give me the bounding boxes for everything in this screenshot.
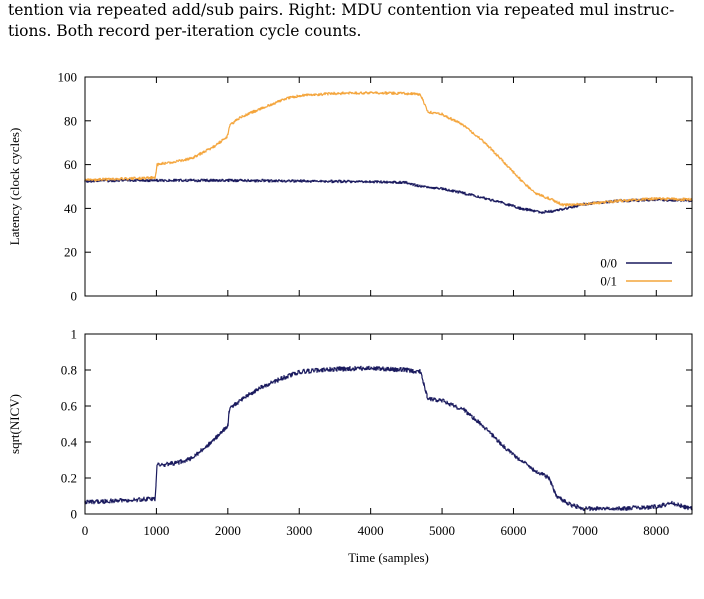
figure-caption: tention via repeated add/sub pairs. Righ…: [8, 0, 698, 42]
series-line-bottom-0: [84, 365, 693, 512]
x-axis-label: Time (samples): [348, 550, 429, 565]
legend-label: 0/1: [600, 274, 617, 289]
y-tick-label: 0.2: [61, 471, 77, 486]
y-tick-label: 80: [64, 113, 77, 128]
plot-frame-bottom: [84, 333, 693, 515]
caption-line-2: tions. Both record per-iteration cycle c…: [8, 22, 362, 40]
x-tick-label: 2000: [215, 523, 241, 538]
y-tick-label: 100: [58, 70, 78, 85]
y-tick-label: 0.6: [61, 399, 78, 414]
x-tick-label: 8000: [643, 523, 669, 538]
x-tick-label: 0: [82, 523, 89, 538]
y-tick-label: 20: [64, 245, 77, 260]
legend-label: 0/0: [600, 256, 617, 271]
x-tick-label: 3000: [286, 523, 312, 538]
y-tick-label: 60: [64, 157, 77, 172]
plot-frame-top: [84, 76, 693, 297]
y-tick-label: 0.8: [61, 363, 77, 378]
y-tick-label: 1: [71, 327, 78, 342]
y-axis-label: Latency (clock cycles): [7, 128, 22, 246]
x-tick-label: 1000: [143, 523, 169, 538]
x-tick-label: 4000: [358, 523, 384, 538]
y-tick-label: 0: [71, 507, 78, 522]
series-line-top-0: [84, 178, 693, 215]
x-tick-label: 6000: [500, 523, 526, 538]
y-tick-label: 0: [71, 289, 78, 304]
y-axis-label: sqrt(NICV): [7, 394, 22, 454]
y-tick-label: 40: [64, 201, 77, 216]
series-line-top-1: [84, 91, 693, 207]
y-tick-label: 0.4: [61, 435, 78, 450]
x-tick-label: 5000: [429, 523, 455, 538]
caption-line-1: tention via repeated add/sub pairs. Righ…: [8, 1, 675, 19]
x-tick-label: 7000: [572, 523, 598, 538]
